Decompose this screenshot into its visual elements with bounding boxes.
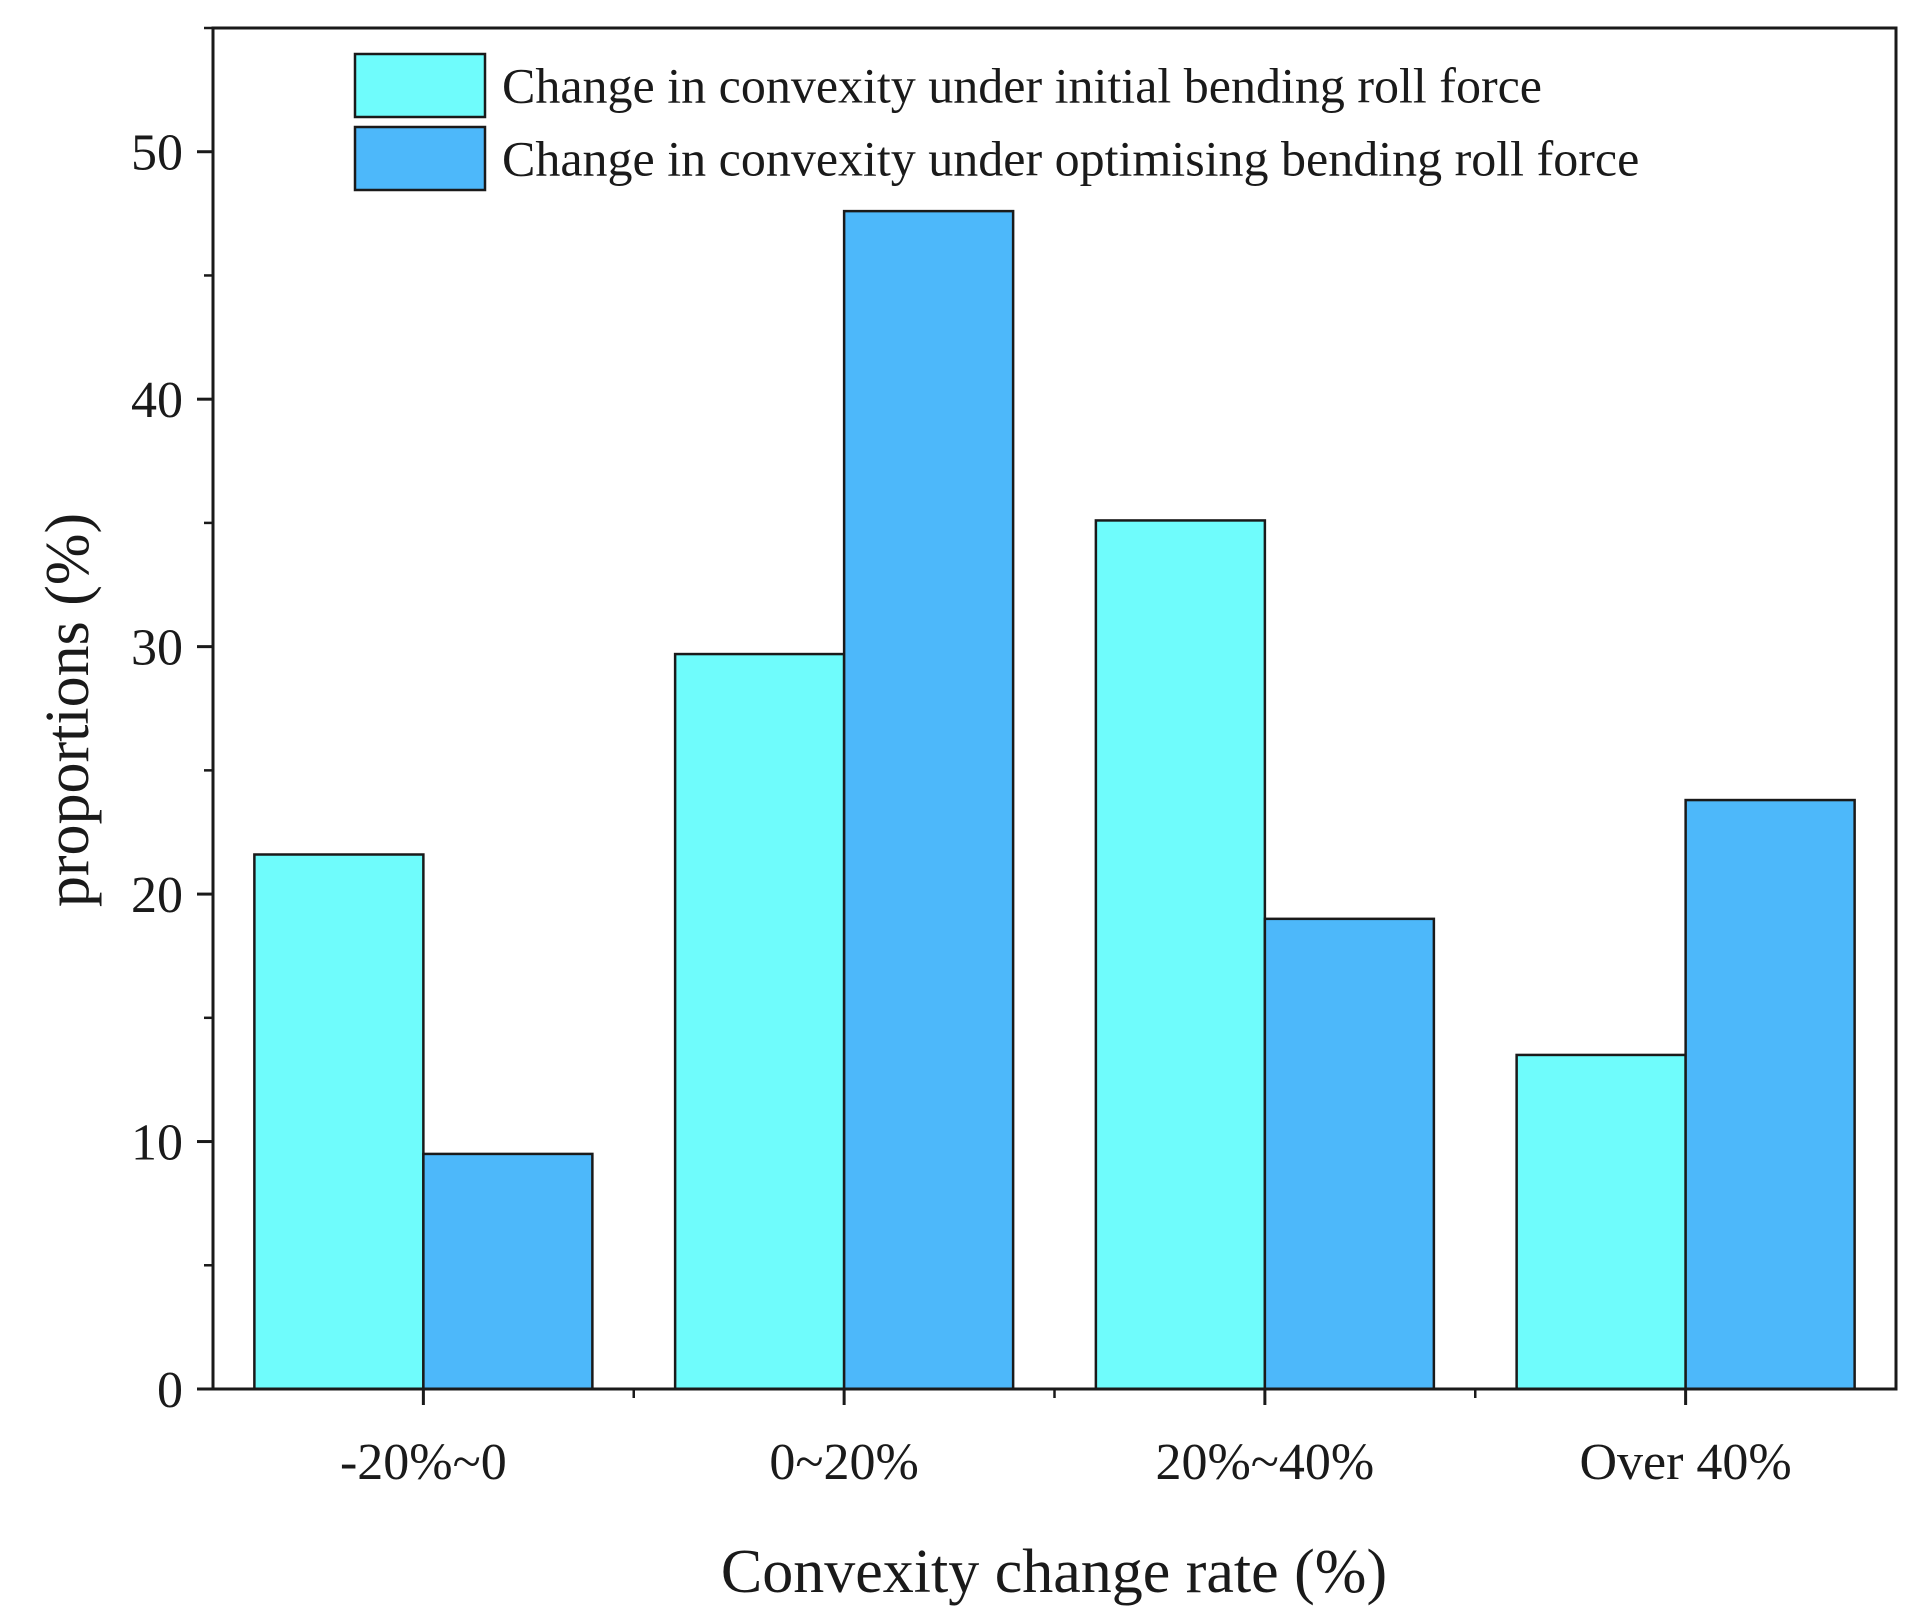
bar-1-4 [1515, 1053, 1687, 1391]
legend-swatch-2 [353, 125, 487, 192]
bar-1-1 [253, 853, 425, 1391]
y-tick-label: 40 [131, 372, 183, 429]
bar-1-3 [1094, 519, 1267, 1391]
legend-label-2: Change in convexity under optimising ben… [502, 131, 1639, 187]
bar-2-4 [1684, 798, 1856, 1391]
bars-layer [253, 209, 1856, 1391]
x-tick-label: Over 40% [1579, 1434, 1791, 1491]
bar-1-2 [673, 652, 846, 1391]
y-tick-label: 30 [131, 620, 183, 677]
y-tick-label: 0 [157, 1362, 183, 1419]
bar-2-3 [1263, 917, 1436, 1391]
bar-2-1 [422, 1152, 594, 1391]
x-tick-label: 0~20% [769, 1434, 918, 1491]
x-axis-title: Convexity change rate (%) [721, 1538, 1387, 1606]
legend: Change in convexity under initial bendin… [353, 52, 1639, 192]
y-tick-label: 10 [131, 1115, 183, 1172]
legend-label-1: Change in convexity under initial bendin… [502, 58, 1542, 114]
ticks-layer: -20%~0 0~20% 20%~40% Over 40% 0 10 20 30 40 50 [131, 26, 1792, 1491]
x-tick-label: -20%~0 [340, 1434, 507, 1491]
y-axis-title: proportions (%) [34, 513, 102, 907]
bar-2-2 [842, 209, 1015, 1391]
x-tick-label: 20%~40% [1155, 1434, 1374, 1491]
legend-swatch-1 [353, 52, 487, 119]
y-tick-label: 50 [131, 125, 183, 182]
y-tick-label: 20 [131, 867, 183, 924]
